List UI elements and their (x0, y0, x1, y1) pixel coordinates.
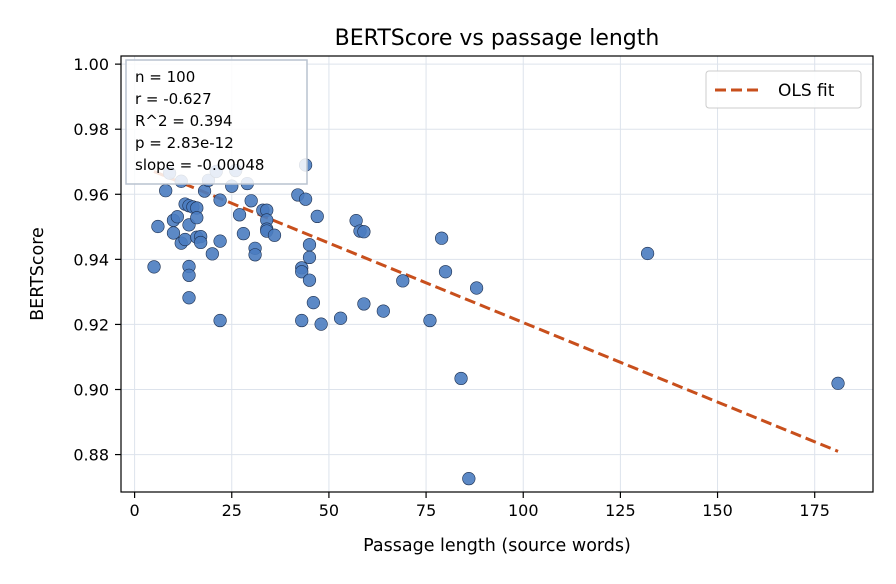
x-axis-label: Passage length (source words) (363, 536, 631, 556)
fit-layer (153, 170, 839, 453)
data-point (438, 265, 453, 279)
data-point (236, 227, 251, 241)
x-tick-label: 100 (508, 501, 539, 520)
data-point (302, 238, 317, 252)
chart-title: BERTScore vs passage length (335, 26, 660, 51)
stats-box-frame (125, 59, 308, 185)
data-point (170, 210, 184, 224)
data-point (396, 274, 410, 288)
data-point (213, 313, 227, 328)
y-tick-label: 0.94 (73, 250, 109, 269)
data-point (314, 317, 328, 331)
y-tick-label: 0.98 (73, 120, 109, 139)
data-point (435, 231, 449, 245)
x-tick-label: 0 (130, 501, 140, 520)
plot-frame (120, 55, 874, 493)
data-point (267, 228, 282, 242)
x-tick-label: 75 (416, 501, 436, 520)
data-point (295, 265, 309, 279)
data-point (182, 268, 196, 282)
y-tick-label: 0.88 (73, 446, 109, 465)
x-axis-ticks: 0 25 50 75 100 125 150 175 (130, 492, 830, 520)
data-point (194, 235, 208, 250)
data-point (357, 225, 371, 239)
stats-box: n = 100 r = -0.627 R^2 = 0.394 p = 2.83e… (125, 59, 308, 185)
data-point (244, 194, 258, 208)
data-point (205, 247, 219, 261)
data-point (423, 313, 437, 328)
legend-label-ols-fit: OLS fit (778, 81, 835, 101)
points-layer (147, 158, 845, 486)
data-point (151, 219, 165, 234)
stats-line-slope: slope = -0.00048 (135, 156, 264, 174)
stats-line-r2: R^2 = 0.394 (135, 112, 233, 130)
data-point (333, 311, 348, 325)
y-tick-label: 1.00 (73, 55, 109, 74)
data-point (159, 184, 173, 198)
x-tick-label: 150 (702, 501, 733, 520)
legend: OLS fit (705, 70, 862, 109)
stats-line-p: p = 2.83e-12 (135, 134, 234, 152)
y-tick-label: 0.96 (73, 185, 109, 204)
data-point (190, 211, 204, 225)
grid (121, 56, 873, 492)
data-point (213, 234, 227, 248)
data-point (298, 192, 313, 206)
data-point (182, 291, 196, 305)
y-axis-ticks: 0.88 0.90 0.92 0.94 0.96 0.98 1.00 (73, 55, 121, 465)
data-point (178, 232, 192, 247)
data-point (302, 250, 317, 265)
data-point (147, 260, 161, 274)
stats-line-r: r = -0.627 (135, 90, 212, 108)
data-point (469, 281, 484, 295)
y-tick-label: 0.92 (73, 315, 109, 334)
data-point (166, 226, 181, 240)
data-point (376, 304, 390, 318)
legend-frame (705, 70, 862, 109)
data-point (302, 273, 317, 287)
data-point (462, 472, 476, 486)
ols-fit-line (153, 170, 839, 453)
x-tick-label: 50 (319, 501, 339, 520)
data-point (306, 296, 320, 310)
data-point (831, 376, 845, 390)
y-tick-label: 0.90 (73, 381, 109, 400)
stats-line-n: n = 100 (135, 68, 195, 86)
x-tick-label: 125 (605, 501, 636, 520)
data-point (640, 246, 655, 261)
x-tick-label: 25 (222, 501, 242, 520)
data-point (248, 248, 262, 262)
data-point (357, 297, 371, 311)
data-point (310, 209, 324, 224)
data-point (295, 313, 309, 328)
y-axis-label: BERTScore (28, 227, 48, 321)
x-tick-label: 175 (799, 501, 830, 520)
data-point (213, 193, 227, 207)
data-point (454, 371, 468, 386)
data-point (232, 208, 247, 222)
